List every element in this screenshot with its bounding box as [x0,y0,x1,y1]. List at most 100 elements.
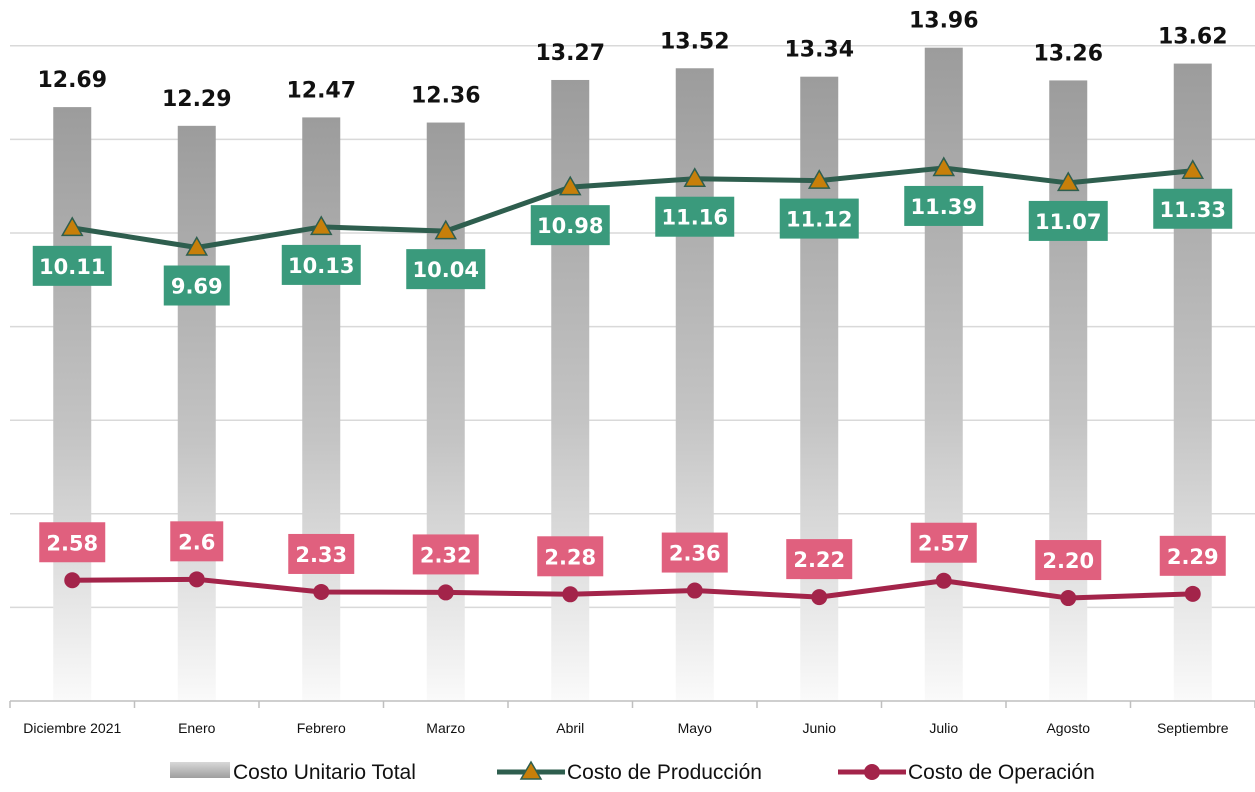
x-axis: Diciembre 2021 Enero Febrero Marzo Abril Mayo… [9,700,1255,736]
data-label-total: 12.36 [411,84,481,109]
legend-swatch-total [170,762,230,778]
data-label-line-operacion: 2.57 [918,532,970,556]
bar-total [177,125,216,701]
data-label-total: 13.52 [660,29,730,54]
data-label-line-operacion: 2.20 [1042,549,1094,573]
marker-triangle [558,175,582,196]
data-label-box [281,244,361,285]
data-label-box [170,521,224,562]
data-label-line-produccion: 11.16 [662,206,728,230]
data-label-box [39,522,106,563]
line-series [60,156,1205,607]
data-label-line-operacion: 2.22 [793,548,845,572]
marker-circle [64,572,81,589]
x-tick-label: Septiembre [1157,720,1229,736]
line-produccion [71,165,1193,251]
legend-label-operacion: Costo de Operación [908,761,1095,784]
data-label-total: 12.29 [162,87,232,112]
bar-total [302,117,341,702]
data-label-box [163,265,230,306]
x-tick-label: Marzo [426,720,465,736]
data-label-total: 13.26 [1033,41,1103,66]
data-label-line-operacion: 2.58 [46,531,98,555]
data-label-line-produccion: 11.33 [1160,198,1226,222]
x-tick-label: Junio [803,720,837,736]
bar-total [1173,63,1212,702]
marker-triangle [932,156,956,177]
data-label-box [288,533,355,574]
data-label-line-produccion: 11.07 [1035,210,1101,234]
data-label-line-operacion: 2.29 [1167,545,1219,569]
data-labels: 12.69 12.29 12.47 12.36 13.27 13.52 13.34 13.96… [32,9,1233,581]
data-label-line-produccion: 11.12 [786,208,852,232]
data-label-total: 13.27 [535,41,605,66]
data-label-box [537,536,604,577]
data-label-box [910,522,977,563]
data-label-box [1028,200,1108,241]
data-label-box [661,532,728,573]
marker-triangle [807,169,831,189]
marker-triangle [185,235,209,256]
data-label-line-produccion: 9.69 [171,275,223,299]
marker-circle [1184,585,1201,602]
data-label-box [1035,540,1102,581]
bar-total [924,47,963,702]
data-label-line-operacion: 2.33 [295,543,347,567]
marker-triangle [1181,159,1205,180]
marker-triangle [60,216,84,237]
x-tick-label: Abril [556,720,584,736]
data-label-box [32,245,112,286]
data-label-total: 12.69 [37,68,107,93]
x-tick-label: Febrero [297,720,346,736]
bar-series-total [53,47,1212,702]
x-tick-label: Diciembre 2021 [23,720,121,736]
data-label-box [904,185,984,226]
data-label-box [530,205,610,246]
data-label-box [779,198,859,239]
data-label-line-produccion: 10.13 [288,254,354,278]
bar-total [551,79,590,702]
data-label-box [786,539,853,580]
data-label-total: 13.96 [909,9,979,34]
marker-circle [437,584,454,601]
marker-triangle [1056,171,1080,192]
marker-circle [562,586,579,603]
bar-total [53,107,92,701]
data-label-line-operacion: 2.36 [669,542,721,566]
marker-triangle [434,219,458,240]
data-label-box [1153,188,1233,229]
marker-circle [188,571,205,588]
data-label-total: 12.47 [286,78,356,103]
data-label-total: 13.62 [1158,25,1228,50]
x-tick-label: Julio [929,720,958,736]
legend-label-total: Costo Unitario Total [233,761,416,784]
legend-marker-circle [864,764,880,780]
bar-total [675,68,714,702]
legend: Costo Unitario Total Costo de Producción C… [170,760,1095,784]
data-label-box [412,534,479,575]
data-label-line-produccion: 10.98 [537,214,603,238]
marker-circle [313,583,330,600]
data-label-line-operacion: 2.28 [544,545,596,569]
legend-label-produccion: Costo de Producción [567,761,762,784]
data-label-box [1159,535,1226,576]
line-operacion [72,576,1193,601]
gridlines [10,45,1255,609]
data-label-box [655,196,735,237]
data-label-line-produccion: 10.11 [39,255,105,279]
data-label-line-operacion: 2.6 [178,530,215,554]
x-tick-label: Agosto [1046,720,1090,736]
x-tick-label: Enero [178,720,216,736]
data-label-total: 13.34 [784,38,854,63]
data-label-box [406,249,486,290]
data-label-line-produccion: 11.39 [911,195,977,219]
marker-triangle [683,167,707,187]
data-label-line-operacion: 2.32 [420,543,472,567]
bar-total [426,122,465,701]
marker-circle [686,582,703,599]
data-label-line-produccion: 10.04 [413,258,479,282]
marker-triangle [309,215,333,236]
x-tick-label: Mayo [678,720,712,736]
marker-circle [935,572,952,589]
